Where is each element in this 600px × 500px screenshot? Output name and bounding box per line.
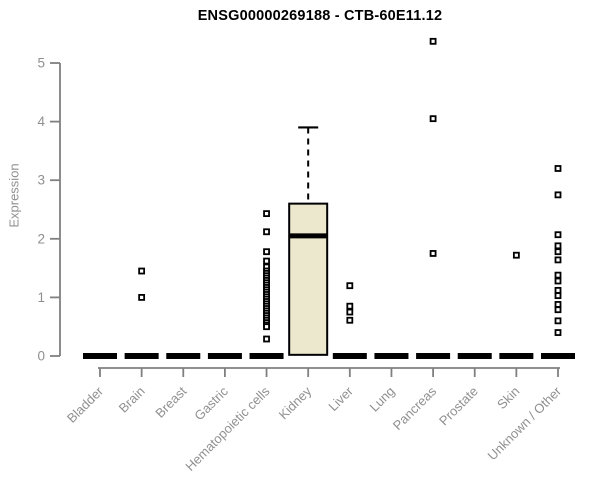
outlier-point xyxy=(429,250,437,257)
outlier-point xyxy=(554,317,562,325)
x-category-label: Breast xyxy=(152,383,189,420)
collapsed-box xyxy=(207,353,242,359)
x-category-label: Prostate xyxy=(436,384,481,429)
outlier-point xyxy=(429,115,437,123)
y-tick-label: 0 xyxy=(37,349,45,364)
outlier-point xyxy=(263,248,270,256)
collapsed-box xyxy=(166,353,201,359)
collapsed-box xyxy=(249,353,284,359)
outlier-point xyxy=(554,277,562,285)
x-category-label: Unknown / Other xyxy=(485,383,565,463)
outlier-point xyxy=(554,286,562,294)
outlier-point xyxy=(138,267,146,275)
outlier-point xyxy=(554,271,562,279)
median-line xyxy=(289,233,328,239)
collapsed-box xyxy=(457,353,492,359)
outlier-point xyxy=(554,248,562,256)
box xyxy=(288,202,329,356)
y-tick-label: 4 xyxy=(37,114,45,129)
collapsed-box xyxy=(374,353,409,359)
y-tick-label: 5 xyxy=(37,56,45,71)
outlier-point xyxy=(346,302,354,310)
collapsed-box xyxy=(416,353,451,359)
outlier-point xyxy=(346,308,354,316)
y-tick-label: 1 xyxy=(37,290,45,305)
outlier-point xyxy=(263,323,270,331)
outlier-point xyxy=(554,329,562,336)
collapsed-box xyxy=(332,353,367,359)
outlier-point xyxy=(554,256,562,264)
x-category-label: Gastric xyxy=(191,383,231,423)
collapsed-box xyxy=(83,353,117,359)
collapsed-box xyxy=(124,353,159,359)
outlier-point xyxy=(429,37,437,45)
outlier-point xyxy=(263,257,270,265)
outlier-point xyxy=(263,210,270,218)
x-category-label: Lung xyxy=(367,384,398,415)
x-category-label: Bladder xyxy=(64,383,107,426)
y-tick-label: 3 xyxy=(37,173,45,188)
outlier-point xyxy=(512,251,520,259)
outlier-point xyxy=(554,301,562,308)
outlier-point xyxy=(554,231,562,239)
outlier-point xyxy=(346,282,354,290)
x-category-label: Brain xyxy=(116,384,148,416)
outlier-point xyxy=(138,293,146,301)
outlier-point xyxy=(554,292,562,300)
outlier-point xyxy=(554,242,562,250)
y-tick-label: 2 xyxy=(37,231,45,246)
x-category-label: Pancreas xyxy=(390,383,440,433)
x-category-label: Liver xyxy=(325,383,356,414)
outlier-point xyxy=(554,306,562,314)
outlier-point xyxy=(263,228,270,236)
collapsed-box xyxy=(499,353,534,359)
outlier-point xyxy=(263,335,270,343)
x-category-label: Skin xyxy=(494,384,522,412)
outlier-point xyxy=(346,316,354,324)
x-category-label: Kidney xyxy=(276,383,315,422)
outlier-point xyxy=(554,165,562,172)
collapsed-box xyxy=(541,353,575,359)
chart-title: ENSG00000269188 - CTB-60E11.12 xyxy=(197,8,443,24)
outlier-point xyxy=(554,191,562,199)
